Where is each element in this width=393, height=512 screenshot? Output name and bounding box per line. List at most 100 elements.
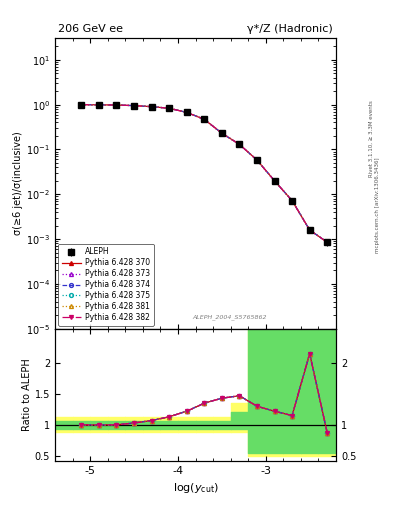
Pythia 6.428 370 [307, 227, 312, 233]
Pythia 6.428 375 [184, 110, 189, 116]
Pythia 6.428 374 [202, 116, 207, 122]
Pythia 6.428 374 [237, 141, 242, 147]
Pythia 6.428 370 [325, 239, 330, 245]
Pythia 6.428 374 [149, 103, 154, 110]
Pythia 6.428 381 [167, 105, 171, 111]
Pythia 6.428 381 [79, 101, 84, 108]
Line: Pythia 6.428 374: Pythia 6.428 374 [79, 103, 329, 244]
Pythia 6.428 381 [97, 102, 101, 108]
Pythia 6.428 370 [167, 105, 171, 111]
Pythia 6.428 381 [114, 102, 119, 108]
Pythia 6.428 382 [167, 105, 171, 111]
Pythia 6.428 373 [272, 178, 277, 184]
Pythia 6.428 370 [255, 157, 259, 163]
Pythia 6.428 381 [132, 102, 136, 109]
Pythia 6.428 375 [325, 239, 330, 245]
Pythia 6.428 381 [325, 239, 330, 245]
Pythia 6.428 382 [220, 130, 224, 136]
Pythia 6.428 374 [272, 178, 277, 184]
Pythia 6.428 373 [202, 116, 207, 122]
Pythia 6.428 373 [325, 239, 330, 245]
Pythia 6.428 382 [307, 227, 312, 233]
Pythia 6.428 373 [255, 157, 259, 163]
Pythia 6.428 375 [149, 103, 154, 110]
Pythia 6.428 374 [167, 105, 171, 111]
Pythia 6.428 370 [184, 110, 189, 116]
Y-axis label: σ(≥6 jet)/σ(inclusive): σ(≥6 jet)/σ(inclusive) [13, 132, 23, 236]
Pythia 6.428 382 [325, 239, 330, 245]
Pythia 6.428 374 [255, 157, 259, 163]
Pythia 6.428 374 [132, 102, 136, 109]
Pythia 6.428 374 [325, 239, 330, 245]
Pythia 6.428 381 [202, 116, 207, 122]
Line: Pythia 6.428 382: Pythia 6.428 382 [79, 103, 329, 244]
Pythia 6.428 370 [220, 130, 224, 136]
Text: mcplots.cern.ch [arXiv:1306.3436]: mcplots.cern.ch [arXiv:1306.3436] [375, 157, 380, 252]
Pythia 6.428 374 [307, 227, 312, 233]
Pythia 6.428 374 [97, 102, 101, 108]
Pythia 6.428 374 [114, 102, 119, 108]
Pythia 6.428 370 [114, 102, 119, 108]
Pythia 6.428 373 [79, 101, 84, 108]
Pythia 6.428 375 [255, 157, 259, 163]
Pythia 6.428 370 [132, 102, 136, 109]
Pythia 6.428 381 [272, 178, 277, 184]
Pythia 6.428 382 [202, 116, 207, 122]
Line: Pythia 6.428 373: Pythia 6.428 373 [79, 103, 329, 244]
Pythia 6.428 373 [184, 110, 189, 116]
Y-axis label: Ratio to ALEPH: Ratio to ALEPH [22, 358, 32, 431]
Pythia 6.428 375 [220, 130, 224, 136]
Text: 206 GeV ee: 206 GeV ee [58, 24, 123, 34]
Pythia 6.428 381 [237, 141, 242, 147]
Pythia 6.428 370 [202, 116, 207, 122]
Text: Rivet 3.1.10, ≥ 3.3M events: Rivet 3.1.10, ≥ 3.3M events [369, 100, 374, 177]
Pythia 6.428 375 [272, 178, 277, 184]
Pythia 6.428 373 [307, 227, 312, 233]
Pythia 6.428 373 [237, 141, 242, 147]
Pythia 6.428 382 [272, 178, 277, 184]
Line: Pythia 6.428 381: Pythia 6.428 381 [79, 103, 329, 244]
Text: γ*/Z (Hadronic): γ*/Z (Hadronic) [248, 24, 333, 34]
Pythia 6.428 370 [97, 102, 101, 108]
Pythia 6.428 370 [272, 178, 277, 184]
Pythia 6.428 382 [237, 141, 242, 147]
Pythia 6.428 374 [290, 198, 294, 204]
Pythia 6.428 382 [255, 157, 259, 163]
Pythia 6.428 373 [149, 103, 154, 110]
Pythia 6.428 375 [290, 198, 294, 204]
Pythia 6.428 381 [149, 103, 154, 110]
Pythia 6.428 375 [237, 141, 242, 147]
Pythia 6.428 375 [79, 101, 84, 108]
Line: Pythia 6.428 375: Pythia 6.428 375 [79, 103, 329, 244]
Pythia 6.428 382 [114, 102, 119, 108]
Pythia 6.428 374 [220, 130, 224, 136]
Pythia 6.428 382 [132, 102, 136, 109]
Pythia 6.428 382 [97, 102, 101, 108]
Pythia 6.428 375 [307, 227, 312, 233]
Pythia 6.428 375 [114, 102, 119, 108]
Pythia 6.428 374 [79, 101, 84, 108]
Pythia 6.428 375 [132, 102, 136, 109]
Pythia 6.428 374 [184, 110, 189, 116]
Pythia 6.428 381 [255, 157, 259, 163]
Pythia 6.428 375 [97, 102, 101, 108]
Text: ALEPH_2004_S5765862: ALEPH_2004_S5765862 [192, 314, 266, 320]
Line: Pythia 6.428 370: Pythia 6.428 370 [79, 103, 329, 244]
Pythia 6.428 382 [79, 101, 84, 108]
Pythia 6.428 382 [290, 198, 294, 204]
Pythia 6.428 370 [149, 103, 154, 110]
Pythia 6.428 370 [237, 141, 242, 147]
Pythia 6.428 373 [220, 130, 224, 136]
Pythia 6.428 381 [290, 198, 294, 204]
Pythia 6.428 373 [97, 102, 101, 108]
Pythia 6.428 373 [114, 102, 119, 108]
Pythia 6.428 382 [184, 110, 189, 116]
Pythia 6.428 375 [202, 116, 207, 122]
Pythia 6.428 381 [184, 110, 189, 116]
Pythia 6.428 382 [149, 103, 154, 110]
Pythia 6.428 375 [167, 105, 171, 111]
Legend: ALEPH, Pythia 6.428 370, Pythia 6.428 373, Pythia 6.428 374, Pythia 6.428 375, P: ALEPH, Pythia 6.428 370, Pythia 6.428 37… [58, 244, 154, 326]
Pythia 6.428 373 [290, 198, 294, 204]
Pythia 6.428 370 [290, 198, 294, 204]
Pythia 6.428 373 [132, 102, 136, 109]
